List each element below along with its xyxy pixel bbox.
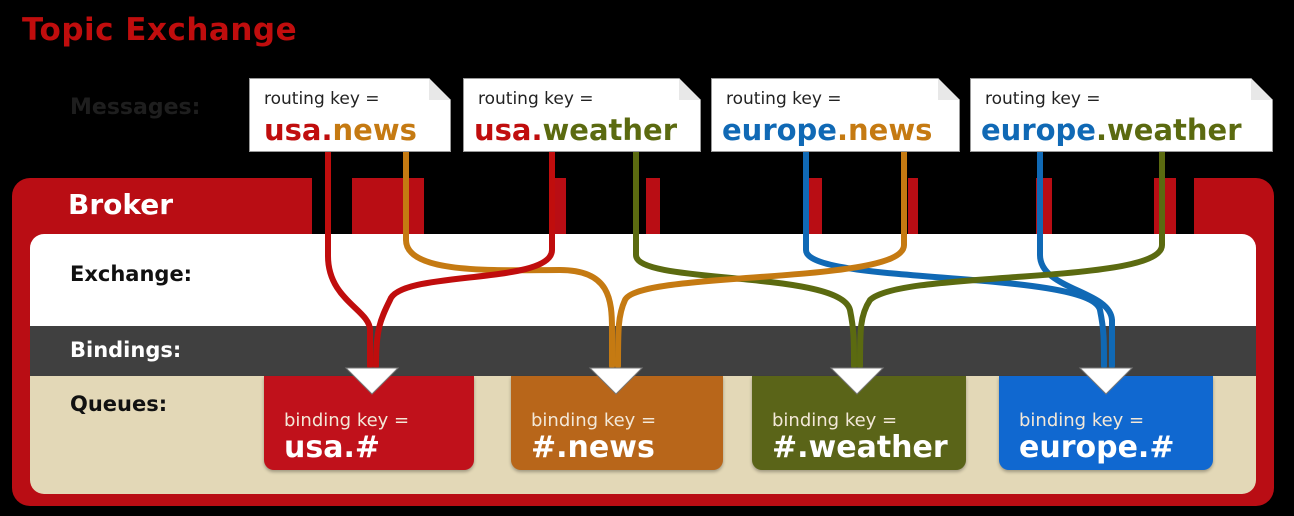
routing-key-dot: .: [531, 113, 543, 147]
routing-key-part: europe: [981, 113, 1096, 147]
page-fold-icon: [679, 78, 701, 100]
route-line-news: [615, 149, 907, 369]
broker-slot: [1052, 178, 1154, 234]
routing-key-dot: .: [836, 113, 848, 147]
queue-news: binding key = #.news: [511, 376, 723, 470]
binding-key-label: binding key =: [284, 410, 410, 431]
message-europe-news: routing key = europe.news: [711, 78, 960, 152]
routing-key-part: news: [332, 113, 417, 147]
binding-key-value: #.weather: [772, 430, 948, 465]
binding-key-label: binding key =: [1019, 410, 1145, 431]
page-fold-icon: [429, 78, 451, 100]
broker-slot: [312, 178, 352, 234]
route-line-news: [403, 149, 615, 369]
binding-key-value: europe.#: [1019, 430, 1175, 465]
route-line-weather: [633, 149, 857, 369]
arrow-head: [1078, 367, 1134, 395]
arrow-head: [588, 367, 644, 395]
routing-key-part: europe: [722, 113, 837, 147]
routing-key-label: routing key =: [478, 89, 594, 109]
message-usa-news: routing key = usa.news: [249, 78, 451, 152]
broker-slot: [566, 178, 646, 234]
routing-key-part: weather: [1107, 113, 1242, 147]
routing-key-label: routing key =: [985, 89, 1101, 109]
binding-key-value: #.news: [531, 430, 655, 465]
routing-key-value: usa.news: [264, 113, 417, 147]
broker-slot: [660, 178, 808, 234]
routing-key-value: europe.weather: [981, 113, 1242, 147]
route-line-usa: [325, 149, 373, 369]
routing-key-dot: .: [1095, 113, 1107, 147]
binding-key-label: binding key =: [531, 410, 657, 431]
route-line-europe: [803, 149, 1107, 369]
routing-key-label: routing key =: [726, 89, 842, 109]
queues-label: Queues:: [70, 392, 168, 416]
binding-key-value: usa.#: [284, 430, 380, 465]
broker-slot: [918, 178, 1036, 234]
broker-slot: [1176, 178, 1194, 234]
broker-slot: [822, 178, 908, 234]
arrow-head: [829, 367, 885, 395]
routing-key-dot: .: [321, 113, 333, 147]
message-usa-weather: routing key = usa.weather: [463, 78, 701, 152]
messages-label: Messages:: [70, 95, 201, 120]
broker-label: Broker: [68, 188, 174, 221]
routing-key-label: routing key =: [264, 89, 380, 109]
routing-key-value: europe.news: [722, 113, 932, 147]
broker-slot: [424, 178, 550, 234]
arrow-head: [344, 367, 400, 395]
page-fold-icon: [938, 78, 960, 100]
route-line-weather: [857, 149, 1165, 369]
route-line-europe: [1037, 149, 1115, 369]
binding-key-label: binding key =: [772, 410, 898, 431]
routing-key-value: usa.weather: [474, 113, 677, 147]
routing-key-part: usa: [264, 113, 322, 147]
page-fold-icon: [1251, 78, 1273, 100]
diagram-title: Topic Exchange: [22, 12, 298, 48]
message-europe-weather: routing key = europe.weather: [970, 78, 1273, 152]
bindings-label: Bindings:: [70, 338, 182, 362]
routing-key-part: weather: [542, 113, 678, 147]
exchange-label: Exchange:: [70, 262, 193, 286]
routing-key-part: news: [848, 113, 933, 147]
route-line-usa: [373, 149, 555, 369]
routing-key-part: usa: [474, 113, 532, 147]
